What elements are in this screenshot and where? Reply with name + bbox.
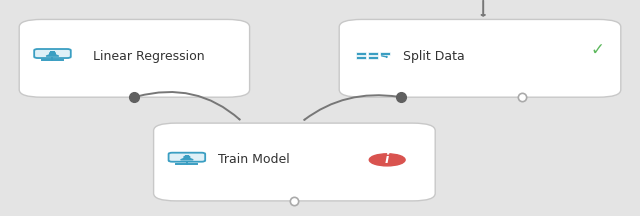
Polygon shape	[46, 53, 59, 56]
FancyBboxPatch shape	[356, 52, 366, 55]
FancyBboxPatch shape	[51, 51, 54, 53]
FancyBboxPatch shape	[34, 49, 71, 58]
FancyArrowPatch shape	[137, 92, 239, 119]
Text: Train Model: Train Model	[218, 153, 289, 166]
Text: ✓: ✓	[591, 41, 605, 59]
FancyBboxPatch shape	[380, 52, 390, 55]
FancyBboxPatch shape	[368, 56, 378, 59]
FancyBboxPatch shape	[154, 123, 435, 201]
FancyBboxPatch shape	[356, 56, 366, 59]
Text: Split Data: Split Data	[403, 50, 465, 63]
FancyBboxPatch shape	[168, 153, 205, 162]
Text: Linear Regression: Linear Regression	[93, 50, 204, 63]
Polygon shape	[180, 156, 193, 160]
FancyBboxPatch shape	[19, 19, 250, 97]
FancyBboxPatch shape	[339, 19, 621, 97]
FancyBboxPatch shape	[368, 52, 378, 55]
FancyBboxPatch shape	[185, 155, 189, 156]
Text: i: i	[385, 153, 389, 166]
Circle shape	[369, 154, 405, 166]
FancyArrowPatch shape	[305, 95, 399, 120]
